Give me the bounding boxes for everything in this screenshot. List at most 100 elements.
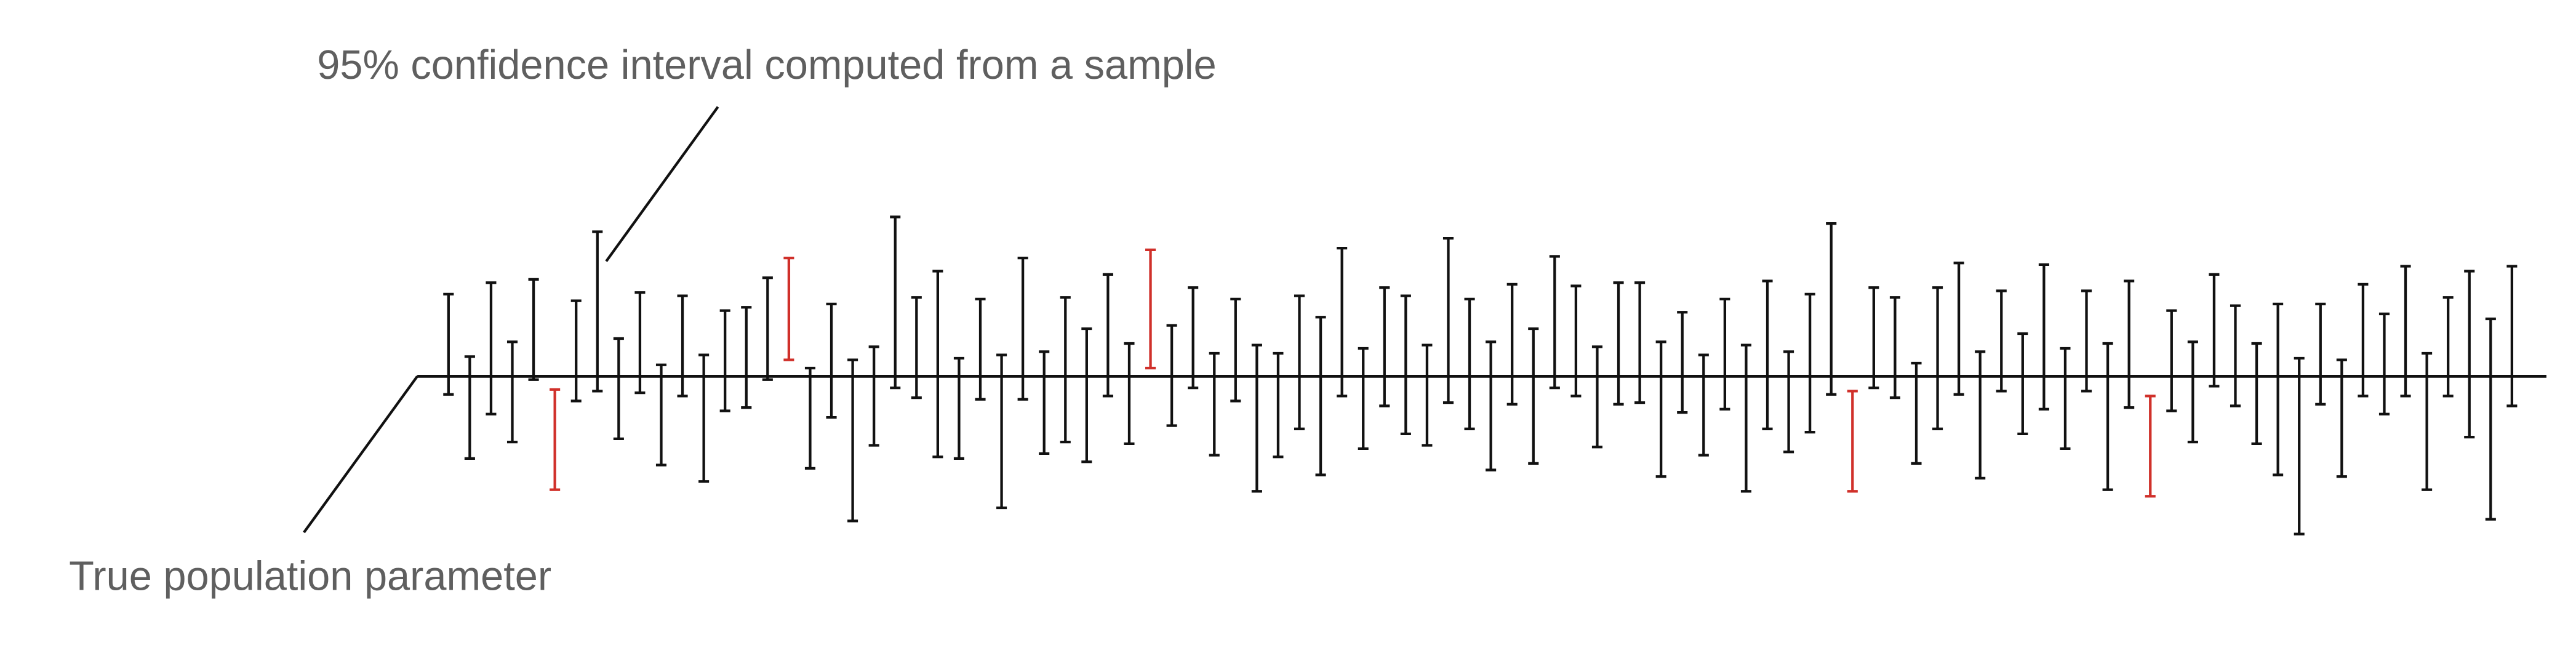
confidence-interval [1294, 294, 1305, 430]
confidence-interval [1826, 222, 1837, 396]
confidence-interval [1379, 286, 1390, 407]
confidence-interval [1145, 248, 1156, 370]
confidence-interval [1570, 284, 1582, 398]
confidence-interval [1188, 286, 1199, 390]
confidence-interval [996, 353, 1007, 510]
confidence-interval [847, 358, 858, 523]
confidence-interval [1528, 327, 1539, 465]
confidence-interval [2230, 304, 2241, 407]
confidence-interval [1017, 257, 1028, 401]
confidence-interval [932, 270, 943, 459]
confidence-interval [890, 215, 901, 390]
confidence-interval [1081, 327, 1092, 463]
confidence-interval [2187, 340, 2198, 444]
confidence-interval [2336, 358, 2347, 478]
confidence-interval [1549, 255, 1560, 390]
confidence-interval [634, 291, 646, 395]
confidence-interval [1337, 247, 1348, 398]
confidence-interval [1358, 347, 1369, 450]
confidence-interval [2017, 332, 2028, 435]
confidence-interval [1591, 345, 1603, 449]
confidence-interval [464, 355, 475, 460]
confidence-interval [2081, 289, 2092, 393]
confidence-interval [1506, 283, 1518, 406]
confidence-interval [741, 306, 752, 409]
confidence-interval [1464, 297, 1475, 430]
confidence-interval [826, 302, 837, 419]
confidence-interval [698, 353, 710, 483]
confidence-interval [2315, 302, 2326, 406]
confidence-interval [1613, 281, 1624, 406]
confidence-interval [2358, 283, 2369, 398]
confidence-interval [2124, 279, 2135, 409]
confidence-interval [783, 257, 794, 361]
confidence-interval [975, 297, 986, 401]
confidence-interval [1975, 350, 1986, 480]
confidence-interval [762, 276, 773, 381]
confidence-interval [1762, 279, 1773, 430]
confidence-interval [2464, 270, 2475, 439]
confidence-interval [868, 345, 879, 447]
confidence-interval [1251, 343, 1262, 493]
confidence-interval [613, 337, 624, 440]
confidence-interval [1698, 353, 1709, 457]
confidence-interval [1804, 292, 1815, 434]
confidence-interval [1719, 297, 1730, 411]
confidence-interval [2273, 302, 2284, 476]
interval-pointer [605, 106, 719, 262]
confidence-interval [1230, 297, 1241, 403]
confidence-interval [1911, 361, 1922, 465]
confidence-interval [1932, 286, 1943, 430]
parameter-pointer [303, 375, 418, 534]
confidence-interval [1655, 340, 1666, 478]
confidence-interval [2102, 342, 2113, 491]
confidence-interval [1102, 273, 1113, 398]
confidence-interval [443, 292, 454, 396]
confidence-interval [1740, 343, 1751, 493]
confidence-interval [1996, 289, 2007, 393]
confidence-interval [2145, 395, 2156, 498]
confidence-interval [1783, 350, 1794, 454]
confidence-interval [953, 356, 964, 460]
confidence-interval [2485, 317, 2496, 521]
confidence-interval [911, 296, 922, 399]
confidence-interval [2378, 312, 2390, 415]
confidence-interval [1953, 262, 1964, 396]
confidence-interval [1315, 316, 1326, 476]
parameter-annotation: True population parameter [69, 553, 551, 599]
confidence-interval [719, 309, 730, 412]
confidence-interval [677, 294, 688, 398]
confidence-interval [1634, 281, 1646, 404]
confidence-interval [506, 340, 518, 444]
confidence-interval [1166, 324, 1177, 427]
confidence-interval [2506, 265, 2518, 407]
confidence-interval [592, 230, 603, 393]
confidence-interval [1060, 296, 1071, 444]
confidence-interval [2060, 347, 2071, 450]
confidence-interval [1400, 294, 1411, 435]
confidence-interval [1442, 237, 1454, 404]
confidence-interval [1847, 390, 1858, 493]
confidence-interval [1039, 350, 1050, 455]
confidence-interval [655, 363, 667, 467]
confidence-interval [2422, 351, 2433, 491]
confidence-interval [1868, 286, 1879, 390]
confidence-interval [2442, 296, 2454, 398]
confidence-interval [1209, 351, 1220, 457]
confidence-interval [1889, 296, 1900, 399]
confidence-interval [2251, 342, 2262, 445]
confidence-interval [528, 278, 539, 381]
confidence-interval [486, 281, 497, 415]
confidence-interval [2294, 356, 2305, 536]
confidence-interval [2400, 265, 2411, 398]
interval-annotation: 95% confidence interval computed from a … [317, 42, 1217, 88]
confidence-interval [1273, 351, 1284, 459]
confidence-interval [2038, 263, 2049, 411]
confidence-interval [2166, 309, 2177, 412]
confidence-interval [1486, 340, 1497, 471]
confidence-interval [804, 366, 816, 470]
confidence-interval [570, 299, 582, 403]
confidence-interval [1677, 311, 1688, 414]
